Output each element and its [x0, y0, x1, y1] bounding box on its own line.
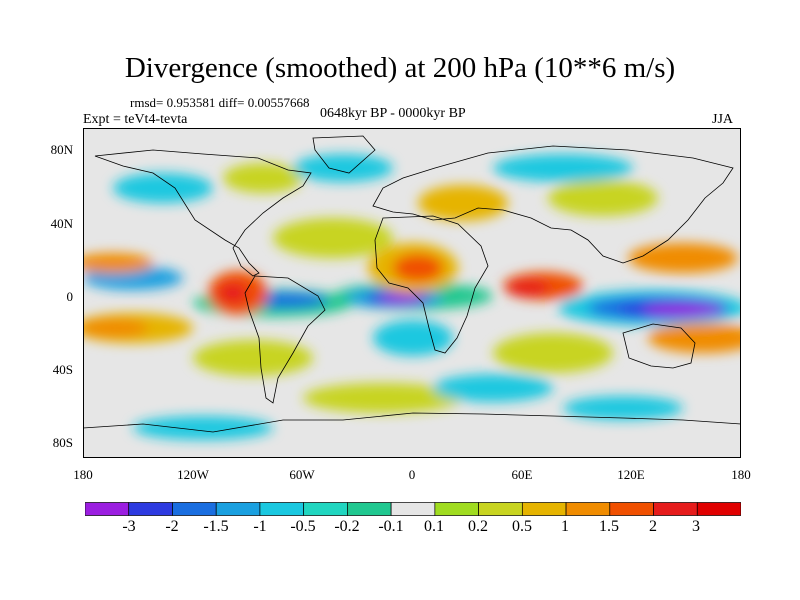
colorbar-label: 1: [561, 518, 569, 535]
field-blob: [493, 154, 633, 182]
field-blob: [303, 383, 463, 413]
field-blob: [563, 396, 683, 420]
field-blob: [506, 280, 550, 296]
field-blob: [628, 243, 738, 273]
north-america-outline: [94, 149, 312, 277]
colorbar-swatch: [653, 502, 698, 516]
divergence-field: [83, 154, 741, 440]
colorbar-swatch: [390, 502, 436, 516]
lat-tick-label: 40S: [52, 362, 73, 377]
field-blob: [83, 253, 153, 273]
lon-tick-label: 60E: [511, 467, 533, 482]
lat-tick-label: 80N: [50, 142, 73, 157]
lon-tick-label: 60W: [289, 467, 315, 482]
colorbar-swatch: [303, 502, 348, 516]
colorbar-swatch: [609, 502, 654, 516]
colorbar-swatch: [478, 502, 523, 516]
divergence-map: [83, 128, 741, 458]
colorbar-label: -2: [165, 518, 179, 535]
colorbar-label: -0.5: [290, 518, 316, 535]
colorbar: [85, 502, 741, 516]
season-label: JJA: [712, 112, 734, 127]
colorbar-swatch: [696, 502, 741, 516]
field-blob: [133, 416, 273, 440]
lon-tick-label: 180: [73, 467, 93, 482]
continent-outlines: [83, 135, 741, 433]
field-blob: [113, 173, 213, 203]
greenland-outline: [312, 135, 376, 174]
rmsd-diff-stats: rmsd= 0.953581 diff= 0.00557668: [130, 95, 310, 110]
colorbar-swatch: [565, 502, 611, 516]
lon-tick-label: 0: [408, 467, 416, 482]
colorbar-label: 1.5: [599, 518, 619, 535]
colorbar-label: 2: [649, 518, 657, 535]
africa-outline: [374, 215, 489, 354]
map-border: [83, 128, 741, 458]
field-blob: [379, 293, 423, 303]
colorbar-swatch: [128, 502, 173, 516]
lon-tick-label: 180: [731, 467, 751, 482]
colorbar-swatch: [85, 502, 130, 516]
map-svg: [83, 128, 741, 458]
colorbar-swatch: [434, 502, 479, 516]
colorbar-swatch: [172, 502, 217, 516]
colorbar-label: -3: [122, 518, 136, 535]
colorbar-label: 0.1: [424, 518, 444, 535]
field-blob: [293, 154, 393, 182]
lon-tick-label: 120W: [177, 467, 209, 482]
lat-tick-label: 40N: [50, 216, 73, 231]
lat-tick-label: 80S: [52, 435, 73, 450]
field-blob: [83, 318, 148, 338]
colorbar-label: -0.2: [334, 518, 360, 535]
colorbar-label: -1: [253, 518, 267, 535]
south-america-outline: [244, 275, 326, 404]
field-blob: [643, 304, 723, 316]
colorbar-swatch: [215, 502, 261, 516]
field-blob: [648, 323, 741, 353]
field-blob: [393, 254, 443, 282]
field-blob: [273, 218, 393, 258]
colorbar-swatch: [521, 502, 567, 516]
field-blob: [218, 283, 248, 303]
experiment-label: Expt = teVt4-tevta: [83, 112, 188, 127]
colorbar-label: -1.5: [203, 518, 229, 535]
field-blob: [223, 163, 303, 193]
eurasia-outline: [372, 145, 734, 264]
colorbar-label: 0.5: [512, 518, 532, 535]
colorbar-swatch: [347, 502, 392, 516]
lon-tick-label: 120E: [617, 467, 645, 482]
colorbar-label: -0.1: [378, 518, 404, 535]
colorbar-label: 3: [692, 518, 700, 535]
australia-outline: [622, 323, 696, 369]
colorbar-swatch: [259, 502, 305, 516]
field-blob: [433, 374, 553, 402]
plot-title: Divergence (smoothed) at 200 hPa (10**6 …: [124, 52, 676, 84]
field-blob: [193, 340, 313, 376]
lat-tick-label: 0: [66, 289, 74, 304]
field-blob: [418, 185, 508, 221]
field-blob: [373, 320, 453, 356]
field-blob: [493, 333, 613, 373]
field-blob: [548, 180, 658, 216]
period-label: 0648kyr BP - 0000kyr BP: [320, 106, 466, 121]
colorbar-label: 0.2: [468, 518, 488, 535]
antarctica-outline: [83, 412, 741, 433]
